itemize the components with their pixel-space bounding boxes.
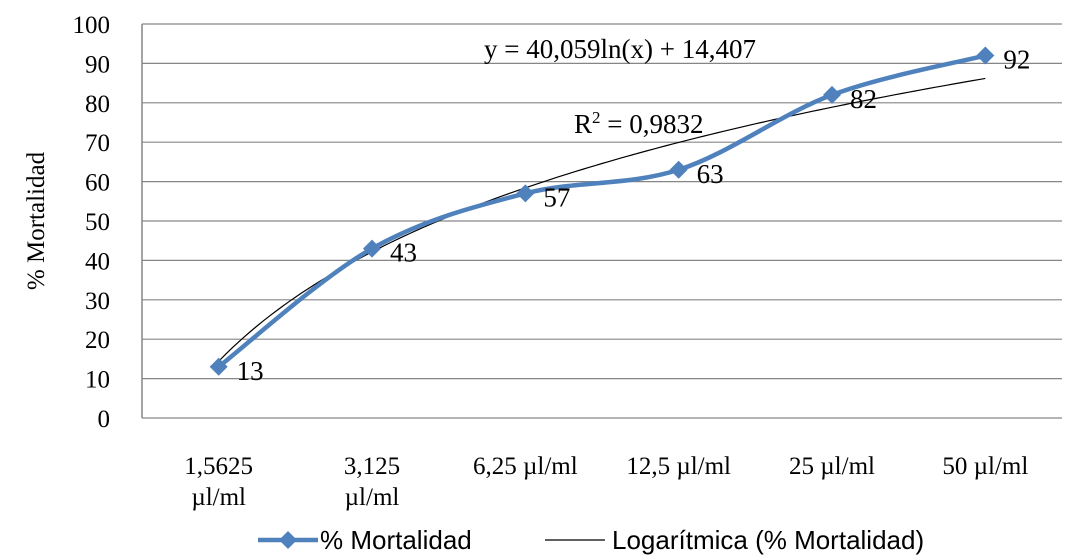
r-squared-prefix: R xyxy=(574,109,592,139)
x-tick-label-line: 50 µl/ml xyxy=(942,453,1028,480)
x-tick-label: 3,125 µl/ml xyxy=(344,453,400,511)
legend-diamond-icon xyxy=(279,531,297,549)
y-axis-title: % Mortalidad xyxy=(23,151,50,290)
y-tick-label: 100 xyxy=(73,12,111,39)
x-tick-label-line: 6,25 µl/ml xyxy=(473,453,578,480)
x-tick-label-line: 12,5 µl/ml xyxy=(626,453,731,480)
x-tick-label-line: 25 µl/ml xyxy=(789,453,875,480)
x-tick-labels: 1,5625 µl/ml 3,125 µl/ml 6,25 µl/ml 12,5 µl/m… xyxy=(184,453,1028,511)
legend-trend-label: Logarítmica (% Mortalidad) xyxy=(612,525,924,555)
data-point-marker xyxy=(976,46,995,65)
data-point-marker xyxy=(669,160,688,179)
gridlines xyxy=(142,23,1062,419)
data-label: 92 xyxy=(1003,45,1030,75)
y-tick-label: 70 xyxy=(85,130,110,157)
data-label: 63 xyxy=(697,159,724,189)
x-tick-label-line: µl/ml xyxy=(191,484,246,511)
y-tick-label: 80 xyxy=(85,91,110,118)
y-tick-label: 20 xyxy=(85,327,110,354)
legend-series-label: % Mortalidad xyxy=(320,525,472,555)
data-point-marker xyxy=(516,184,535,203)
data-label: 43 xyxy=(390,238,417,268)
y-tick-label: 50 xyxy=(85,209,110,236)
trendline-equation: y = 40,059ln(x) + 14,407 xyxy=(484,34,756,64)
data-point-marker xyxy=(209,357,228,376)
data-labels: 13 43 57 63 82 92 xyxy=(237,45,1031,386)
series-line xyxy=(217,53,986,369)
y-tick-label: 10 xyxy=(85,367,110,394)
x-tick-label: 12,5 µl/ml xyxy=(626,453,731,480)
legend: % Mortalidad Logarítmica (% Mortalidad) xyxy=(258,525,924,555)
y-tick-label: 40 xyxy=(85,248,110,275)
r-squared-label: R2 = 0,9832 xyxy=(574,108,704,139)
x-tick-label-line: 1,5625 xyxy=(184,453,253,480)
y-tick-label: 90 xyxy=(85,51,110,78)
x-tick-label-line: µl/ml xyxy=(345,484,400,511)
series-markers xyxy=(209,46,995,376)
data-label: 82 xyxy=(850,84,877,114)
x-tick-label: 6,25 µl/ml xyxy=(473,453,578,480)
r-squared-exponent: 2 xyxy=(592,108,601,127)
x-tick-label: 50 µl/ml xyxy=(942,453,1028,480)
x-tick-label: 25 µl/ml xyxy=(789,453,875,480)
y-tick-labels: 0 10 20 30 40 50 60 70 80 90 100 xyxy=(73,12,111,433)
data-label: 13 xyxy=(237,356,264,386)
y-tick-label: 60 xyxy=(85,170,110,197)
data-point-marker xyxy=(823,85,841,104)
y-tick-label: 30 xyxy=(85,288,110,315)
y-tick-label: 0 xyxy=(98,406,111,433)
x-tick-label-line: 3,125 xyxy=(344,453,400,480)
x-tick-label: 1,5625 µl/ml xyxy=(184,453,253,511)
data-point-marker xyxy=(363,239,381,258)
data-label: 57 xyxy=(543,182,570,212)
r-squared-value: = 0,9832 xyxy=(601,109,704,139)
